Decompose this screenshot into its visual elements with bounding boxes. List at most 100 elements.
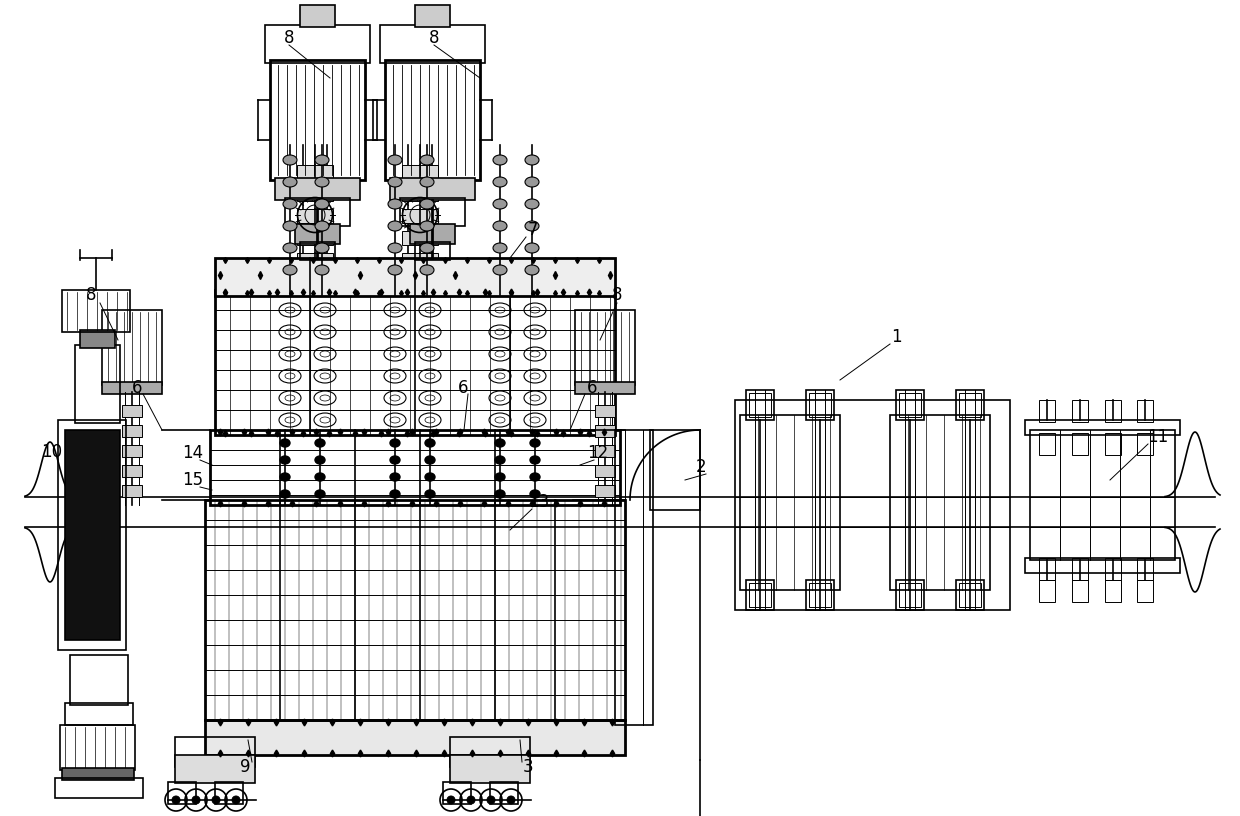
- Text: 2: 2: [696, 458, 707, 476]
- Text: 14: 14: [182, 444, 203, 462]
- Bar: [167, 782, 196, 804]
- Ellipse shape: [283, 243, 298, 253]
- Circle shape: [172, 796, 180, 804]
- Bar: [55, 778, 143, 798]
- Bar: [265, 25, 370, 63]
- Bar: [298, 231, 334, 245]
- Bar: [956, 390, 985, 420]
- Bar: [1073, 580, 1087, 602]
- Bar: [215, 290, 615, 435]
- Ellipse shape: [420, 243, 434, 253]
- Bar: [490, 782, 518, 804]
- Bar: [102, 310, 162, 385]
- Text: 1: 1: [890, 328, 901, 346]
- Bar: [1137, 558, 1153, 580]
- Ellipse shape: [420, 155, 434, 165]
- Text: 7: 7: [528, 221, 538, 239]
- Bar: [62, 290, 130, 332]
- Bar: [575, 310, 635, 385]
- Bar: [808, 583, 831, 607]
- Bar: [300, 5, 335, 27]
- Bar: [122, 445, 143, 457]
- Ellipse shape: [283, 177, 298, 187]
- Text: 8: 8: [611, 286, 622, 304]
- Circle shape: [212, 796, 219, 804]
- Ellipse shape: [315, 265, 329, 275]
- Ellipse shape: [494, 243, 507, 253]
- Bar: [749, 583, 771, 607]
- Ellipse shape: [280, 490, 290, 498]
- Bar: [1137, 400, 1153, 422]
- Bar: [298, 209, 334, 223]
- Bar: [595, 405, 615, 417]
- Bar: [81, 330, 115, 348]
- Bar: [62, 768, 134, 780]
- Ellipse shape: [315, 155, 329, 165]
- Ellipse shape: [529, 490, 539, 498]
- Bar: [215, 782, 243, 804]
- Bar: [1025, 558, 1180, 573]
- Ellipse shape: [391, 439, 401, 447]
- Bar: [443, 782, 471, 804]
- Ellipse shape: [280, 439, 290, 447]
- Bar: [897, 580, 924, 610]
- Ellipse shape: [525, 265, 539, 275]
- Bar: [450, 755, 529, 783]
- Bar: [650, 430, 701, 510]
- Ellipse shape: [495, 439, 505, 447]
- Bar: [122, 405, 143, 417]
- Bar: [402, 231, 438, 245]
- Bar: [1039, 433, 1055, 455]
- Ellipse shape: [525, 177, 539, 187]
- Text: 12: 12: [588, 444, 609, 462]
- Ellipse shape: [315, 221, 329, 231]
- Circle shape: [192, 796, 200, 804]
- Bar: [956, 580, 985, 610]
- Bar: [69, 655, 128, 705]
- Bar: [64, 430, 120, 640]
- Bar: [402, 187, 438, 201]
- Bar: [740, 415, 839, 590]
- Ellipse shape: [425, 456, 435, 464]
- Bar: [175, 737, 255, 767]
- Bar: [1073, 433, 1087, 455]
- Bar: [205, 500, 625, 720]
- Bar: [615, 430, 653, 725]
- Bar: [415, 242, 450, 260]
- Bar: [959, 583, 981, 607]
- Bar: [1105, 558, 1121, 580]
- Ellipse shape: [388, 177, 402, 187]
- Ellipse shape: [420, 177, 434, 187]
- Bar: [1073, 558, 1087, 580]
- Text: 13: 13: [528, 493, 549, 511]
- Bar: [379, 25, 485, 63]
- Ellipse shape: [315, 473, 325, 481]
- Bar: [402, 275, 438, 289]
- Bar: [1039, 580, 1055, 602]
- Text: 6: 6: [587, 379, 598, 397]
- Circle shape: [467, 796, 475, 804]
- Ellipse shape: [283, 265, 298, 275]
- Ellipse shape: [420, 221, 434, 231]
- Bar: [64, 703, 133, 725]
- Bar: [410, 224, 455, 244]
- Ellipse shape: [529, 473, 539, 481]
- Bar: [1137, 580, 1153, 602]
- Ellipse shape: [283, 221, 298, 231]
- Ellipse shape: [315, 456, 325, 464]
- Bar: [1105, 400, 1121, 422]
- Bar: [122, 465, 143, 477]
- Bar: [595, 445, 615, 457]
- Ellipse shape: [494, 221, 507, 231]
- Text: 9: 9: [239, 758, 250, 776]
- Circle shape: [446, 796, 455, 804]
- Ellipse shape: [391, 473, 401, 481]
- Bar: [401, 198, 465, 226]
- Bar: [450, 737, 529, 767]
- Ellipse shape: [283, 155, 298, 165]
- Bar: [899, 393, 921, 417]
- Ellipse shape: [280, 473, 290, 481]
- Ellipse shape: [315, 243, 329, 253]
- Text: 3: 3: [523, 758, 533, 776]
- Bar: [74, 345, 120, 423]
